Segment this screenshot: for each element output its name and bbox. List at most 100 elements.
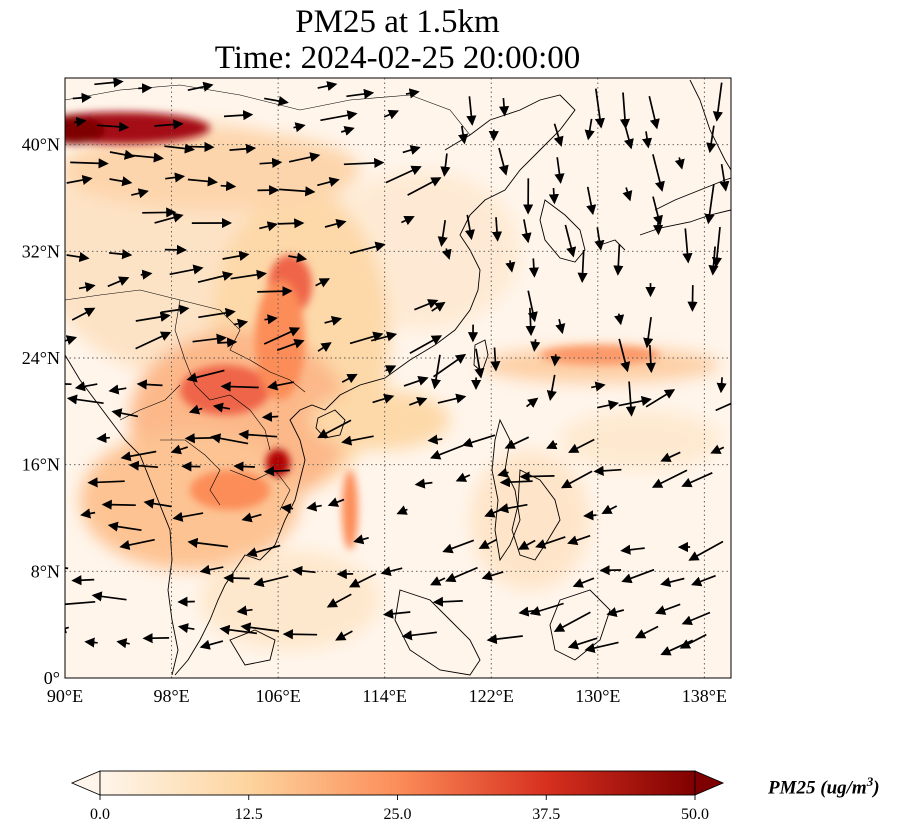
- wind-arrow: [263, 466, 290, 477]
- wind-arrow: [594, 227, 605, 251]
- wind-arrow: [380, 566, 403, 577]
- colorbar-tick-label: 0.0: [90, 806, 110, 823]
- y-tick-label: 40°N: [22, 135, 60, 155]
- wind-arrow: [679, 633, 707, 649]
- wind-arrow: [409, 335, 443, 354]
- wind-arrow: [385, 165, 422, 184]
- wind-arrow: [370, 331, 398, 342]
- wind-arrow: [652, 222, 664, 236]
- wind-arrow: [222, 250, 250, 261]
- wind-arrow: [220, 381, 259, 392]
- wind-arrow: [66, 251, 90, 263]
- wind-arrow: [372, 393, 395, 404]
- wind-arrow: [528, 258, 539, 278]
- wind-arrow: [259, 221, 278, 232]
- wind-arrow: [154, 119, 184, 130]
- wind-arrow: [432, 596, 463, 607]
- wind-arrow: [288, 152, 321, 163]
- wind-arrow: [505, 260, 516, 273]
- wind-arrow: [621, 568, 655, 584]
- wind-arrow: [430, 444, 464, 460]
- wind-arrow: [108, 384, 127, 395]
- wind-arrow: [27, 416, 63, 418]
- wind-arrow: [109, 249, 133, 260]
- wind-arrow: [518, 539, 536, 550]
- wind-arrow: [572, 577, 595, 588]
- wind-arrow: [643, 316, 654, 349]
- wind-arrow: [437, 219, 448, 247]
- wind-arrow: [259, 157, 283, 168]
- wind-arrow: [591, 381, 606, 392]
- wind-arrow: [348, 573, 377, 588]
- wind-arrow: [567, 534, 591, 546]
- wind-arrow: [458, 125, 469, 145]
- wind-arrow: [135, 331, 172, 350]
- wind-arrow: [688, 540, 724, 561]
- wind-arrow: [220, 180, 237, 192]
- wind-arrow: [620, 544, 645, 555]
- wind-arrow: [586, 186, 597, 216]
- x-tick-label: 106°E: [256, 686, 301, 706]
- wind-arrow: [223, 110, 254, 121]
- wind-arrow: [527, 290, 538, 323]
- wind-arrow: [490, 347, 501, 372]
- wind-arrow: [396, 505, 408, 515]
- wind-arrow: [186, 141, 215, 153]
- colorbar-tick-label: 25.0: [384, 806, 412, 823]
- wind-arrow: [187, 81, 214, 92]
- wind-arrow: [614, 313, 625, 326]
- wind-arrow: [71, 307, 96, 321]
- wind-arrow: [652, 154, 665, 192]
- wind-arrow: [474, 348, 485, 379]
- wind-arrow: [32, 502, 63, 511]
- wind-arrow: [169, 264, 204, 276]
- wind-arrow: [65, 623, 70, 634]
- wind-arrow: [219, 624, 258, 635]
- wind-arrow: [346, 88, 375, 99]
- wind-arrow: [402, 145, 421, 155]
- wind-arrow: [210, 433, 249, 445]
- wind-arrow: [553, 611, 591, 632]
- wind-arrow: [261, 411, 279, 422]
- wind-arrow: [481, 570, 504, 581]
- wind-arrow: [461, 434, 496, 448]
- wind-arrow: [264, 314, 278, 325]
- wind-arrow: [240, 622, 280, 633]
- wind-arrow: [478, 538, 498, 549]
- wind-arrow: [521, 219, 532, 244]
- wind-arrow: [660, 577, 685, 588]
- wind-arrow: [277, 218, 305, 229]
- wind-arrow: [529, 602, 564, 616]
- wind-arrow: [320, 110, 358, 122]
- wind-arrow: [606, 607, 625, 617]
- wind-arrow: [223, 573, 250, 584]
- wind-arrow: [142, 207, 177, 218]
- wind-arrow: [660, 451, 681, 462]
- wind-arrow: [267, 380, 295, 391]
- wind-arrow: [238, 429, 278, 440]
- x-tick-label: 98°E: [153, 686, 189, 706]
- wind-arrow: [217, 337, 238, 348]
- wind-arrow: [712, 82, 723, 122]
- wind-arrow: [74, 381, 98, 392]
- wind-arrow: [674, 157, 685, 170]
- wind-arrow: [233, 461, 255, 472]
- wind-arrow: [143, 498, 172, 509]
- wind-arrow: [65, 599, 96, 610]
- wind-arrow: [442, 539, 475, 554]
- wind-arrow: [427, 434, 443, 445]
- wind-arrow: [66, 174, 93, 185]
- colorbar-over-extend: [694, 770, 725, 796]
- wind-arrow: [504, 436, 530, 449]
- wind-arrow: [597, 400, 619, 411]
- wind-arrow: [138, 83, 153, 94]
- wind-arrow: [187, 176, 218, 187]
- wind-arrow: [433, 353, 467, 378]
- wind-arrow: [560, 470, 593, 489]
- y-tick-label: 32°N: [22, 241, 60, 261]
- wind-arrow: [430, 576, 446, 586]
- wind-arrow: [645, 345, 656, 374]
- wind-arrow: [648, 96, 660, 130]
- wind-arrow: [401, 215, 415, 226]
